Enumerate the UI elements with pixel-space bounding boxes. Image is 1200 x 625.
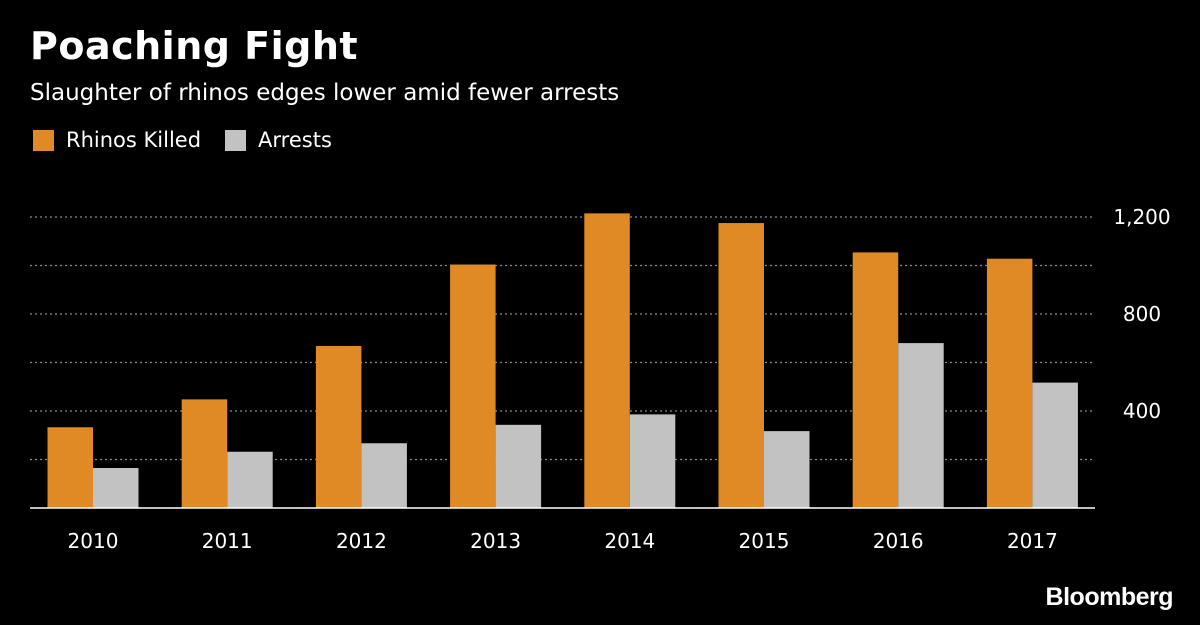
legend-swatch-arrests (225, 129, 247, 151)
bar-rhinos-killed-2015 (718, 223, 764, 508)
legend: Rhinos Killed Arrests (33, 128, 332, 152)
x-tick-label-2010: 2010 (68, 529, 119, 553)
y-tick-label-400: 400 (1123, 399, 1161, 423)
bar-arrests-2011 (227, 451, 273, 508)
bar-rhinos-killed-2016 (852, 252, 899, 508)
bar-rhinos-killed-2014 (584, 213, 630, 509)
chart-subtitle: Slaughter of rhinos edges lower amid few… (30, 80, 620, 106)
bar-arrests-2017 (1032, 382, 1078, 508)
legend-item-arrests: Arrests (225, 128, 332, 152)
x-tick-label-2015: 2015 (739, 529, 790, 553)
y-tick-label-1200: 1,200 (1113, 205, 1170, 229)
bar-rhinos-killed-2012 (315, 346, 362, 508)
bar-rhinos-killed-2013 (450, 264, 496, 508)
x-tick-label-2017: 2017 (1007, 529, 1058, 553)
bars (47, 213, 1078, 509)
bar-arrests-2012 (361, 443, 407, 508)
bar-rhinos-killed-2011 (181, 399, 228, 508)
bloomberg-logo: Bloomberg (1045, 583, 1174, 611)
x-tick-labels: 2010 2011 2012 2013 2014 2015 2016 2017 (68, 529, 1058, 553)
legend-item-rhinos-killed: Rhinos Killed (33, 128, 201, 152)
bar-arrests-2015 (764, 431, 810, 508)
x-tick-label-2011: 2011 (202, 529, 253, 553)
bar-rhinos-killed-2017 (986, 258, 1033, 508)
bar-rhinos-killed-2010 (47, 427, 93, 508)
x-tick-label-2013: 2013 (470, 529, 521, 553)
bar-arrests-2010 (93, 467, 139, 508)
legend-swatch-rhinos-killed (33, 129, 54, 151)
x-tick-label-2014: 2014 (604, 529, 655, 553)
bar-arrests-2016 (898, 343, 944, 508)
y-tick-labels: 400 800 1,200 (1113, 205, 1170, 423)
y-tick-label-800: 800 (1123, 302, 1161, 326)
legend-label-arrests: Arrests (258, 128, 332, 152)
bar-arrests-2014 (629, 414, 676, 508)
legend-label-rhinos-killed: Rhinos Killed (66, 128, 202, 152)
bar-arrests-2013 (495, 424, 542, 508)
x-tick-label-2012: 2012 (336, 529, 387, 553)
x-tick-label-2016: 2016 (873, 529, 924, 553)
chart-title: Poaching Fight (30, 24, 359, 68)
